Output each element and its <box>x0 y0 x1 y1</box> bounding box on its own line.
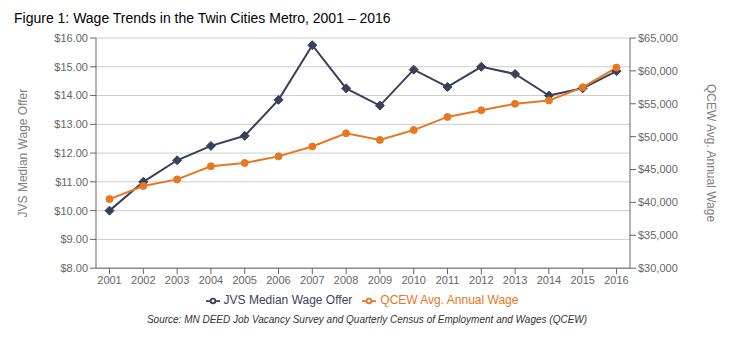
svg-text:$60,000: $60,000 <box>638 65 678 77</box>
svg-text:$15.00: $15.00 <box>54 61 88 73</box>
svg-text:$45,000: $45,000 <box>638 163 678 175</box>
svg-text:$14.00: $14.00 <box>54 89 88 101</box>
svg-text:$11.00: $11.00 <box>55 176 88 188</box>
svg-text:$40,000: $40,000 <box>638 196 678 208</box>
svg-text:2003: 2003 <box>165 274 189 286</box>
svg-text:$12.00: $12.00 <box>54 147 88 159</box>
svg-text:2010: 2010 <box>401 274 425 286</box>
svg-text:2011: 2011 <box>436 274 460 286</box>
svg-text:$9.00: $9.00 <box>60 233 88 245</box>
svg-text:$16.00: $16.00 <box>54 32 88 44</box>
svg-text:$35,000: $35,000 <box>638 229 678 241</box>
svg-text:$13.00: $13.00 <box>54 118 88 130</box>
html-text:Figure 1: Wage Trends in the T: Figure 1: Wage Trends in the Twin Cities… <box>14 10 391 26</box>
svg-text:2016: 2016 <box>604 274 628 286</box>
svg-text:$55,000: $55,000 <box>638 98 678 110</box>
svg-text:JVS Median Wage Offer: JVS Median Wage Offer <box>16 89 30 218</box>
svg-text:2012: 2012 <box>469 274 493 286</box>
svg-text:$50,000: $50,000 <box>638 131 678 143</box>
svg-text:2005: 2005 <box>232 274 256 286</box>
html-text:Source: MN DEED Job Vacancy Su: Source: MN DEED Job Vacancy Survey and Q… <box>146 314 588 325</box>
svg-text:2007: 2007 <box>300 274 324 286</box>
svg-text:2009: 2009 <box>368 274 392 286</box>
svg-text:$30,000: $30,000 <box>638 262 678 274</box>
svg-text:2001: 2001 <box>97 274 121 286</box>
html-text:JVS Median Wage Offer: JVS Median Wage Offer <box>223 293 353 308</box>
svg-text:$65,000: $65,000 <box>638 32 678 44</box>
svg-text:2008: 2008 <box>334 274 358 286</box>
svg-text:$10.00: $10.00 <box>54 205 88 217</box>
svg-text:QCEW Avg. Annual Wage: QCEW Avg. Annual Wage <box>704 84 718 222</box>
svg-text:2013: 2013 <box>503 274 527 286</box>
svg-text:2014: 2014 <box>537 274 561 286</box>
html-text:QCEW Avg. Annual Wage: QCEW Avg. Annual Wage <box>380 293 519 308</box>
svg-text:2004: 2004 <box>199 274 223 286</box>
svg-text:2015: 2015 <box>570 274 594 286</box>
svg-text:$8.00: $8.00 <box>60 262 88 274</box>
svg-text:2006: 2006 <box>266 274 290 286</box>
svg-text:2002: 2002 <box>131 274 155 286</box>
